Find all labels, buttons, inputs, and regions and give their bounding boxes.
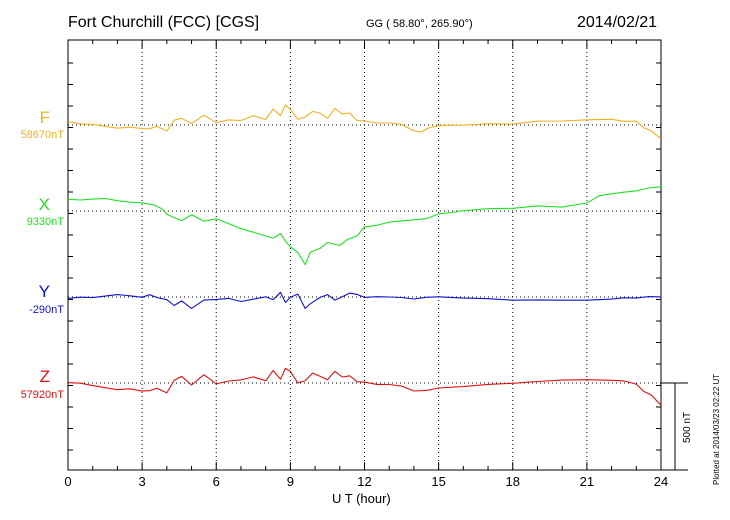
x-tick-label: 9	[287, 474, 294, 489]
x-tick-label: 18	[506, 474, 520, 489]
series-line-f	[67, 104, 662, 140]
station-coordinates: GG ( 58.80°, 265.90°)	[366, 18, 473, 30]
x-tick-label: 3	[139, 474, 146, 489]
series-baseline-z: 57920nT	[20, 389, 64, 401]
series-lines	[67, 104, 662, 406]
x-tick-label: 24	[654, 474, 668, 489]
x-axis-label: U T (hour)	[332, 491, 391, 506]
x-tick-label: 12	[357, 474, 371, 489]
series-label-x: X	[38, 195, 50, 214]
series-line-z	[67, 367, 662, 406]
x-tick-label: 15	[431, 474, 445, 489]
series-label-f: F	[39, 108, 50, 127]
axis-ticks	[67, 40, 662, 470]
series-line-x	[67, 186, 662, 266]
x-tick-label: 6	[213, 474, 220, 489]
x-tick-labels: 0 3 6 9 12 15 18 21 24	[64, 474, 668, 489]
series-baseline-f: 58670nT	[20, 129, 64, 141]
plotted-at-credit: Plotted at 2014/03/23 02:22 UT	[712, 373, 721, 485]
x-tick-label: 21	[580, 474, 594, 489]
grid	[141, 40, 588, 470]
scale-bar	[661, 382, 688, 471]
series-line-y	[67, 291, 662, 310]
series-label-z: Z	[39, 367, 50, 386]
station-title: Fort Churchill (FCC) [CGS]	[68, 14, 260, 31]
series-label-y: Y	[38, 282, 50, 301]
x-tick-label: 0	[64, 474, 71, 489]
date-label: 2014/02/21	[577, 14, 658, 31]
series-baseline-x: 9330nT	[26, 216, 64, 228]
series-baseline-y: -290nT	[29, 304, 64, 316]
scale-bar-label: 500 nT	[682, 411, 693, 443]
